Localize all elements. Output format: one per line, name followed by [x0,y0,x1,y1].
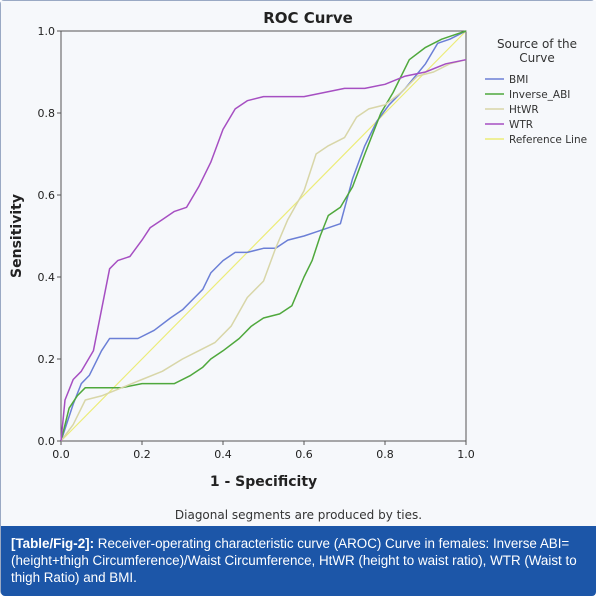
series-line-bmi [60,30,467,442]
series-line-reference-line [60,30,467,442]
x-tick-label: 0.0 [52,448,70,461]
series-line-wtr [60,58,467,442]
x-axis-label: 1 - Specificity [210,474,317,490]
y-axis-label: Sensitivity [9,194,25,278]
caption-tag: [Table/Fig-2]: [11,536,95,551]
legend-label-inverse-abi: Inverse_ABI [509,89,570,101]
y-tick-label: 0.0 [38,435,56,448]
y-tick-label: 0.8 [38,107,56,120]
legend-label-reference-line: Reference Line [509,134,587,146]
x-tick-label: 0.8 [376,448,394,461]
legend-label-wtr: WTR [509,119,533,131]
x-tick-label: 1.0 [457,448,475,461]
series-line-htwr [60,58,467,442]
x-tick-label: 0.6 [295,448,313,461]
ties-note: Diagonal segments are produced by ties. [174,508,423,522]
legend: Source of the Curve BMI Inverse_ABI HtWR WTR… [485,37,587,146]
y-tick-label: 0.6 [38,189,56,202]
y-tick-label: 0.2 [38,353,56,366]
y-tick-label: 1.0 [38,25,56,38]
legend-title: Source of the Curve [497,37,577,65]
y-tick-label: 0.4 [38,271,56,284]
roc-chart: ROC Curve 0.0 0.2 0.4 0.6 0.8 1.0 0.0 0.2 0.4 0.… [9,9,587,490]
plot-panel: ROC Curve 0.0 0.2 0.4 0.6 0.8 1.0 0.0 0.2 0.4 0.… [1,1,596,526]
x-tick-label: 0.4 [214,448,232,461]
legend-label-bmi: BMI [509,74,528,86]
x-tick-label: 0.2 [133,448,151,461]
chart-title: ROC Curve [263,9,353,27]
caption-text: Receiver-operating characteristic curve … [11,536,577,585]
figure-caption: [Table/Fig-2]: Receiver-operating charac… [1,526,596,596]
legend-label-htwr: HtWR [509,104,539,116]
